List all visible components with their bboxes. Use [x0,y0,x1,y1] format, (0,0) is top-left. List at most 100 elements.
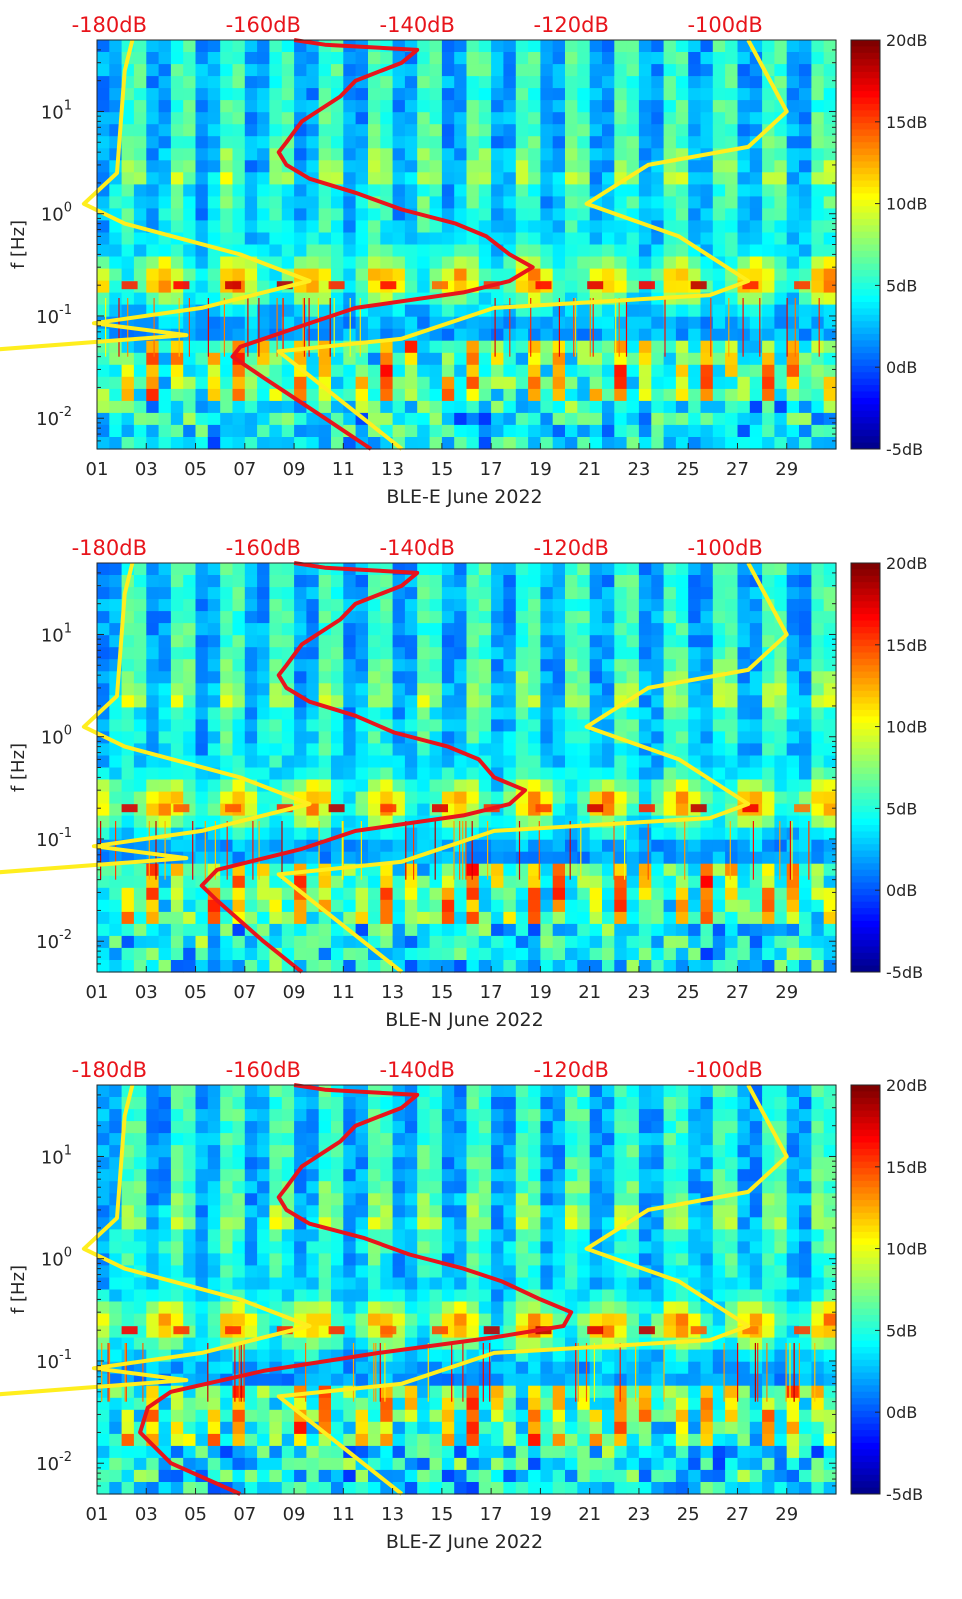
colorbar-tick-label: 0dB [886,358,917,377]
x-tick-label: 29 [775,982,798,1003]
noise-model-curve-1 [0,39,312,352]
x-tick-label: 21 [578,982,601,1003]
spectrogram-panel-3: 01 03 05 07 09 11 13 15 17 19 21 23 25 27 29 10-2 10-1 10… [0,1058,928,1553]
x-tick-label: 27 [726,459,749,480]
top-db-label: -140dB [380,1058,455,1082]
x-axis-label: BLE-N June 2022 [385,1009,544,1031]
y-tick-label: 10-2 [36,1450,72,1475]
noise-model-curve-2 [230,38,535,451]
spectrogram-image [97,1085,837,1495]
x-tick-label: 17 [480,982,503,1003]
y-tick-label: 10-1 [36,1348,72,1373]
x-tick-label: 23 [627,459,650,480]
colorbar-tick-label: -5dB [886,440,923,459]
colorbar-tick-label: 5dB [886,276,917,295]
x-tick-label: 01 [86,459,109,480]
noise-model-curve-3 [276,1084,789,1496]
x-tick-label: 21 [578,1504,601,1525]
top-db-label: -120dB [533,536,608,560]
x-tick-label: 09 [283,1504,306,1525]
y-axis-label: f [Hz] [8,220,29,269]
colorbar-tick-label: 20dB [886,554,928,573]
colorbar: 20dB 15dB 10dB 5dB 0dB -5dB [850,1076,928,1504]
x-tick-label: 23 [627,982,650,1003]
colorbar-tick-label: 15dB [886,636,928,655]
noise-model-curve-3 [276,39,789,451]
colorbar-tick-label: 5dB [886,799,917,818]
top-db-label: -180dB [72,536,147,560]
y-tick-label: 10-2 [36,928,72,953]
noise-model-curve-3 [276,562,789,974]
colorbar: 20dB 15dB 10dB 5dB 0dB -5dB [850,31,928,459]
x-tick-label: 01 [86,982,109,1003]
colorbar-tick-label: 0dB [886,1403,917,1422]
top-db-label: -180dB [72,1058,147,1082]
y-tick-label: 101 [41,1143,72,1168]
x-axis-label: BLE-E June 2022 [386,486,542,508]
x-tick-label: 03 [135,1504,158,1525]
y-tick-label: 100 [41,1246,72,1271]
x-tick-label: 15 [430,982,453,1003]
top-db-label: -160dB [226,1058,301,1082]
y-tick-label: 100 [41,724,72,749]
x-tick-label: 11 [332,982,355,1003]
colorbar-tick-label: -5dB [886,1485,923,1504]
spectrogram-image [97,563,837,973]
y-tick-label: 10-1 [36,826,72,851]
top-db-label: -160dB [226,536,301,560]
x-tick-label: 17 [480,1504,503,1525]
x-tick-label: 11 [332,459,355,480]
x-tick-label: 13 [381,459,404,480]
x-tick-label: 29 [775,1504,798,1525]
y-tick-label: 10-1 [36,303,72,328]
colorbar-tick-label: 20dB [886,1076,928,1095]
x-tick-label: 05 [184,982,207,1003]
x-tick-label: 17 [480,459,503,480]
x-tick-label: 07 [233,982,256,1003]
colorbar-tick-label: 5dB [886,1321,917,1340]
top-db-label: -100dB [687,1058,762,1082]
y-axis-label: f [Hz] [8,1265,29,1314]
x-tick-label: 03 [135,459,158,480]
x-tick-label: 03 [135,982,158,1003]
x-tick-label: 27 [726,982,749,1003]
spectrogram-panel-2: 01 03 05 07 09 11 13 15 17 19 21 23 25 27 29 10-2 10-1 10… [0,536,928,1031]
top-db-label: -180dB [72,13,147,37]
noise-model-curve-2 [138,1083,574,1496]
x-tick-label: 09 [283,459,306,480]
x-tick-label: 07 [233,1504,256,1525]
x-tick-label: 27 [726,1504,749,1525]
x-tick-label: 25 [677,1504,700,1525]
spectrogram-image [97,40,837,450]
x-tick-label: 19 [529,982,552,1003]
y-tick-label: 101 [41,621,72,646]
x-tick-label: 11 [332,1504,355,1525]
colorbar-tick-label: 10dB [886,718,928,737]
x-tick-label: 29 [775,459,798,480]
y-axis-label: f [Hz] [8,743,29,792]
x-tick-label: 19 [529,1504,552,1525]
x-tick-label: 01 [86,1504,109,1525]
x-tick-label: 05 [184,459,207,480]
colorbar-tick-label: 10dB [886,195,928,214]
colorbar-tick-label: 0dB [886,881,917,900]
top-db-label: -140dB [380,536,455,560]
top-db-label: -100dB [687,536,762,560]
colorbar-tick-label: 15dB [886,1158,928,1177]
y-tick-label: 101 [41,98,72,123]
x-tick-label: 23 [627,1504,650,1525]
colorbar-tick-label: 20dB [886,31,928,50]
x-tick-label: 19 [529,459,552,480]
x-tick-label: 13 [381,982,404,1003]
colorbar-tick-label: 15dB [886,113,928,132]
x-tick-label: 13 [381,1504,404,1525]
x-tick-label: 07 [233,459,256,480]
x-tick-label: 21 [578,459,601,480]
colorbar-tick-label: 10dB [886,1240,928,1259]
x-tick-label: 25 [677,459,700,480]
x-tick-label: 15 [430,1504,453,1525]
top-db-label: -160dB [226,13,301,37]
noise-model-curve-2 [199,561,527,974]
x-tick-label: 05 [184,1504,207,1525]
